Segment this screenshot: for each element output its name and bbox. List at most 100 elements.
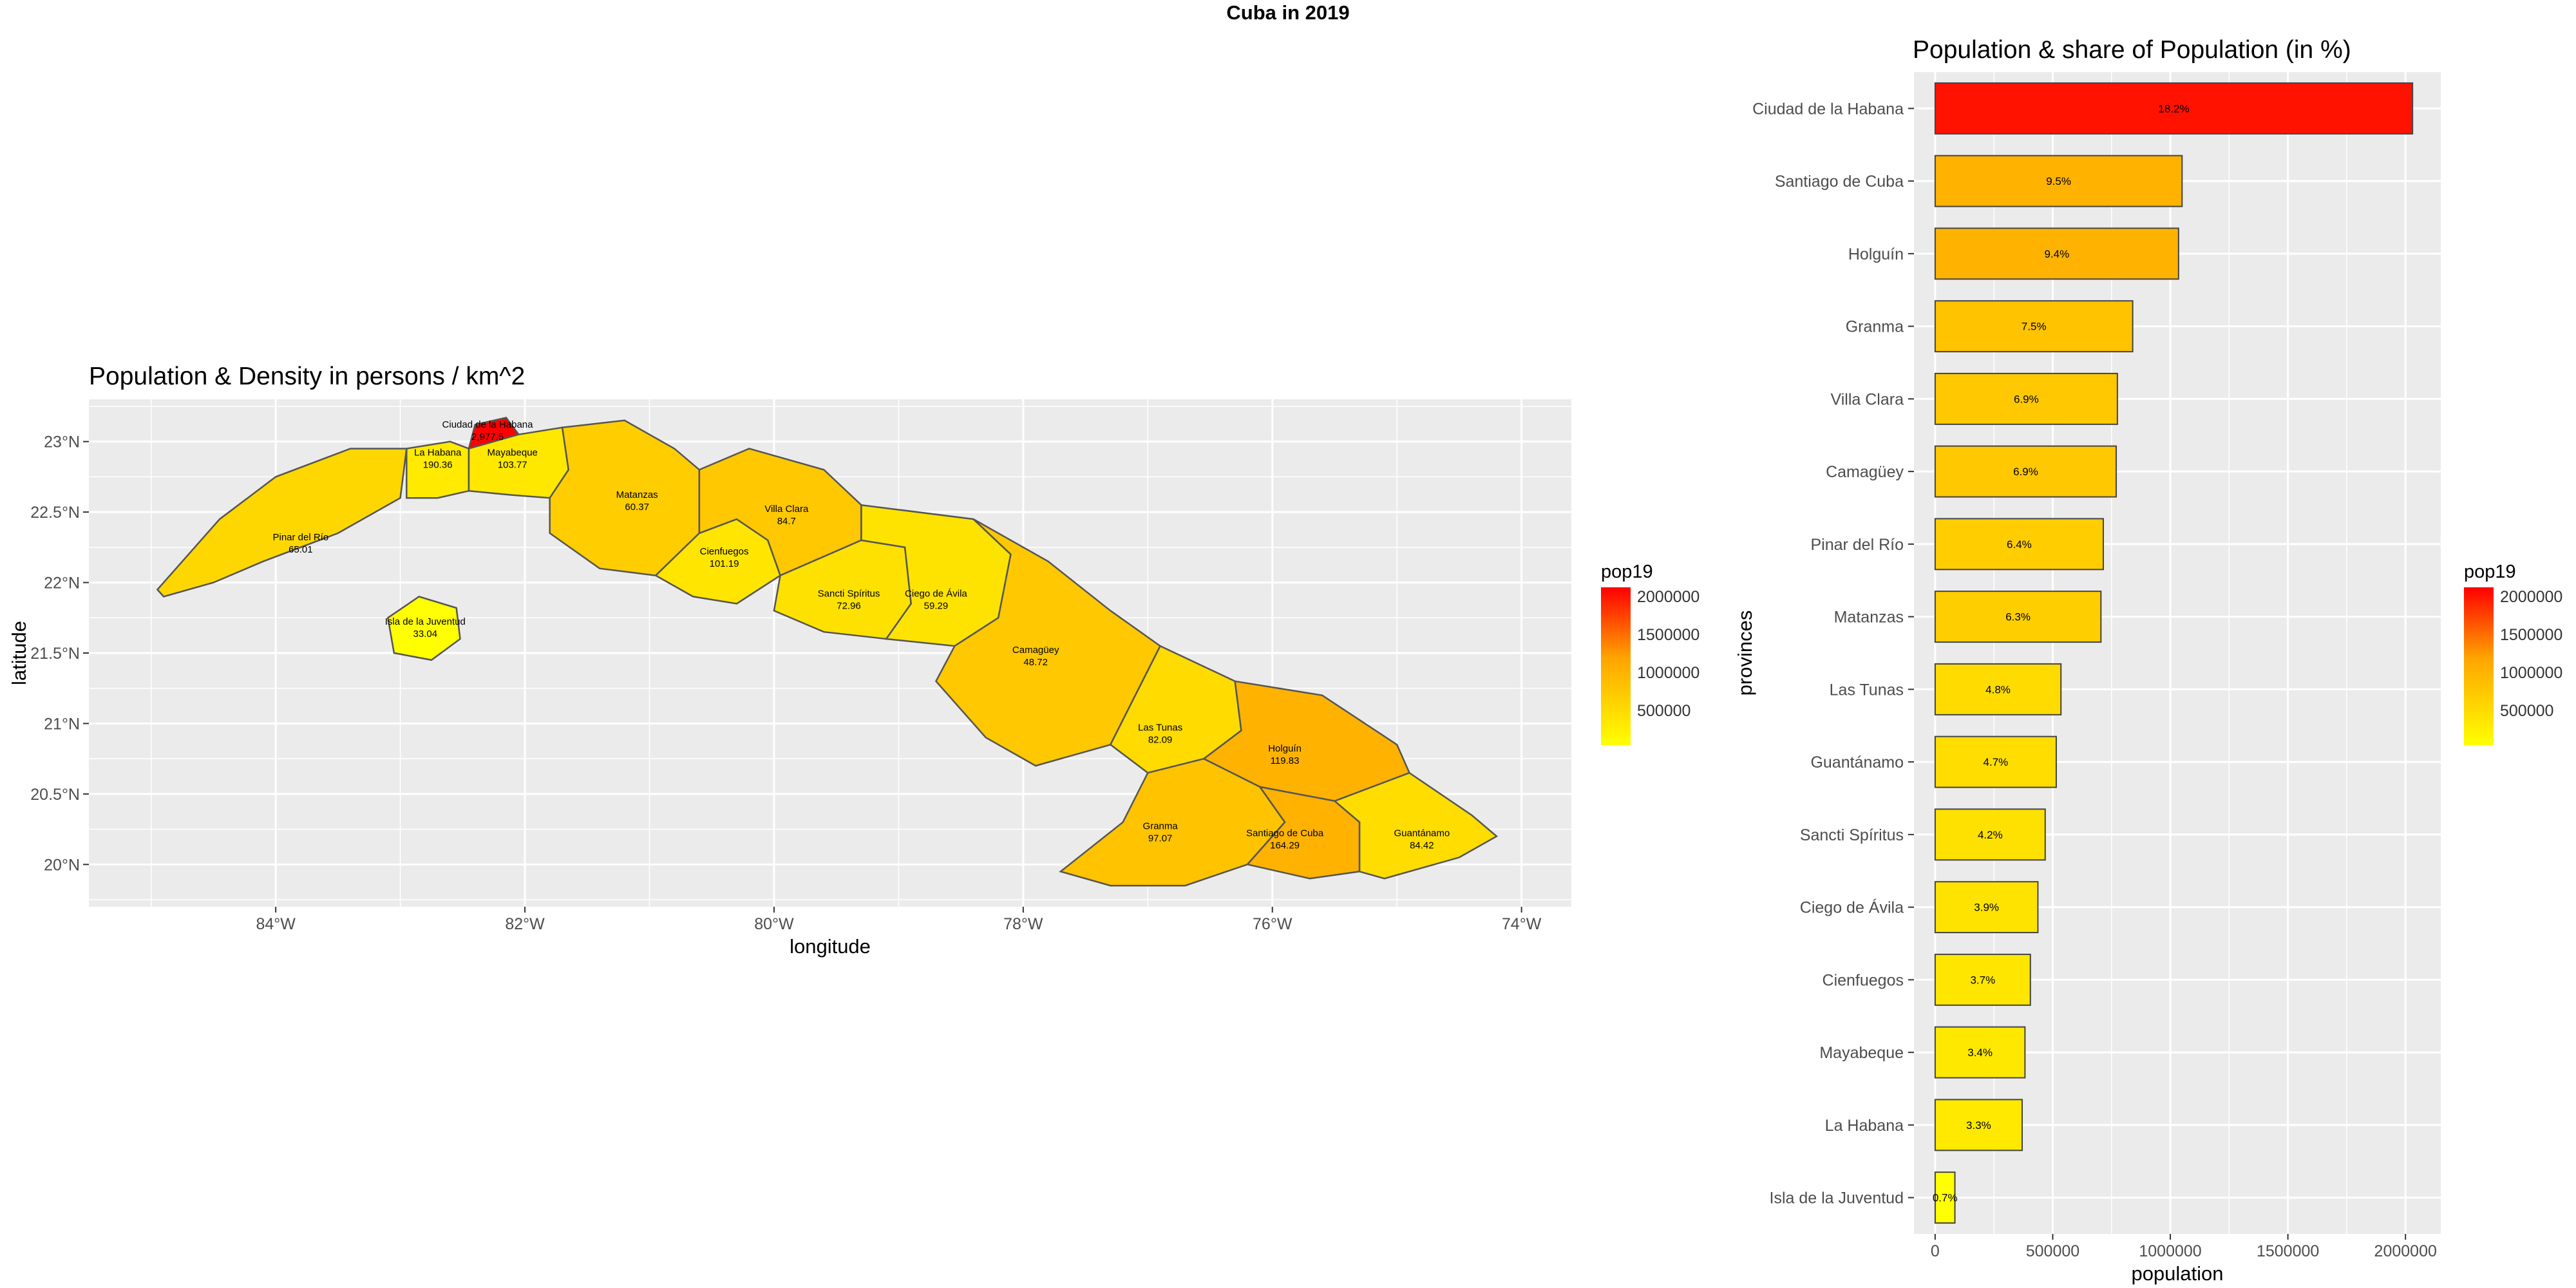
bar-data-label: 4.2% [1978, 829, 2003, 841]
bar-data-label: 6.4% [2007, 538, 2032, 551]
bar [1934, 445, 2117, 498]
bar-data-label: 6.9% [2014, 393, 2039, 405]
bar-data-label: 7.5% [2022, 321, 2047, 333]
bar-legend-title: pop19 [2464, 562, 2516, 582]
bar-legend-tick: 1500000 [2500, 626, 2563, 644]
bar [1934, 591, 2102, 643]
bar-category-label: Cienfuegos [1823, 971, 1904, 989]
map-legend-title: pop19 [1601, 562, 1653, 582]
map-x-axis-title: longitude [790, 935, 871, 958]
bar [1934, 518, 2104, 571]
map-x-tick-label: 78°W [1003, 915, 1043, 933]
bar-data-label: 18.2% [2158, 102, 2189, 115]
map-x-tick-label: 80°W [754, 915, 794, 933]
bar [1934, 300, 2134, 353]
map-x-tick-label: 84°W [256, 915, 296, 933]
bar-legend-tick: 500000 [2500, 702, 2554, 720]
map-y-tick-label: 20°N [44, 856, 80, 874]
bar-x-tick-label: 1000000 [2139, 1242, 2201, 1260]
bar-data-label: 4.7% [1984, 756, 2009, 768]
bar-data-label: 3.3% [1966, 1119, 1991, 1132]
province-density-label: 48.72 [1023, 657, 1048, 668]
map-y-tick-label: 23°N [44, 433, 80, 451]
bar-category-label: Sancti Spíritus [1800, 826, 1904, 844]
province-name-label: La Habana [414, 448, 462, 459]
province-density-label: 190.36 [423, 460, 453, 471]
map-y-tick-label: 22.5°N [30, 504, 80, 522]
province-density-label: 119.83 [1271, 755, 1300, 766]
province-density-label: 72.96 [837, 600, 861, 611]
bar-category-label: Las Tunas [1830, 681, 1904, 699]
map-y-axis-title: latitude [8, 621, 30, 685]
bar-category-label: Isla de la Juventud [1770, 1189, 1904, 1208]
bar-legend-tick: 1000000 [2500, 664, 2563, 682]
bar-category-label: Matanzas [1834, 609, 1904, 627]
province-shape [934, 518, 1162, 767]
bar-x-tick-label: 2000000 [2374, 1242, 2437, 1260]
province-density-label: 82.09 [1148, 734, 1173, 745]
bar-category-label: Ciego de Ávila [1800, 898, 1904, 917]
map-x-tick-label: 82°W [505, 915, 545, 933]
bar-category-label: Villa Clara [1831, 390, 1904, 408]
bar-data-label: 3.4% [1967, 1046, 1993, 1059]
map-legend-tick: 2000000 [1637, 588, 1700, 606]
bar-legend-colorbar [2464, 587, 2494, 745]
province-name-label: Pinar del Río [272, 532, 328, 543]
province-name-label: Ciego de Ávila [905, 588, 967, 599]
province-name-label: Isla de la Juventud [385, 616, 466, 627]
map-legend-tick: 1000000 [1637, 664, 1700, 682]
province-name-label: Las Tunas [1138, 722, 1182, 733]
bar-x-tick-label: 500000 [2026, 1242, 2079, 1260]
bar-x-tick-label: 0 [1931, 1242, 1940, 1260]
map-title: Population & Density in persons / km^2 [89, 363, 526, 390]
map-y-tick-label: 20.5°N [30, 786, 80, 804]
bar-data-label: 3.9% [1974, 902, 1999, 914]
province-name-label: Guantánamo [1394, 828, 1450, 839]
province-shape [1333, 772, 1499, 880]
bar [1934, 881, 2039, 934]
map-x-tick-label: 76°W [1253, 915, 1293, 933]
map-y-tick-label: 21°N [44, 715, 80, 733]
bar [1934, 1171, 1956, 1224]
province-density-label: 2,977.5 [471, 431, 504, 442]
bar-category-label: Camagüey [1826, 463, 1904, 481]
province-name-label: Sancti Spíritus [818, 588, 880, 599]
bar-data-label: 0.7% [1933, 1192, 1958, 1204]
bar-category-label: Guantánamo [1810, 753, 1904, 772]
bar [1934, 82, 2414, 135]
bar-category-label: Pinar del Río [1810, 536, 1904, 554]
bar-data-label: 4.8% [1985, 683, 2011, 696]
province-density-label: 101.19 [710, 558, 739, 569]
bar [1934, 155, 2183, 207]
province-density-label: 84.42 [1410, 840, 1434, 851]
bar-category-label: Holguín [1848, 245, 1904, 263]
bar-y-axis-title: provinces [1734, 611, 1756, 696]
province-name-label: Matanzas [616, 489, 658, 500]
province-density-label: 97.07 [1148, 833, 1173, 844]
bar-category-label: Mayabeque [1819, 1044, 1904, 1062]
bar-legend-tick: 2000000 [2500, 588, 2563, 606]
bar-category-label: Ciudad de la Habana [1752, 100, 1904, 118]
province-name-label: Santiago de Cuba [1246, 828, 1324, 839]
bar [1934, 735, 2057, 788]
province-density-label: 84.7 [777, 516, 796, 527]
bar [1934, 808, 2046, 861]
bar [1934, 1099, 2023, 1151]
map-y-tick-label: 21.5°N [30, 645, 80, 663]
province-density-label: 103.77 [498, 460, 527, 471]
bar-x-tick-label: 1500000 [2257, 1242, 2319, 1260]
bar [1934, 227, 2179, 280]
map-y-tick-label: 22°N [44, 574, 80, 592]
map-x-tick-label: 74°W [1502, 915, 1542, 933]
bar-category-label: La Habana [1825, 1117, 1904, 1135]
bar [1934, 1026, 2026, 1079]
province-name-label: Mayabeque [488, 448, 538, 459]
bar-category-label: Santiago de Cuba [1775, 173, 1904, 191]
province-density-label: 60.37 [625, 502, 649, 513]
province-name-label: Granma [1143, 821, 1179, 832]
province-density-label: 164.29 [1270, 840, 1300, 851]
bar [1934, 663, 2062, 715]
bar [1934, 953, 2031, 1006]
bar-data-label: 3.7% [1970, 974, 1995, 986]
